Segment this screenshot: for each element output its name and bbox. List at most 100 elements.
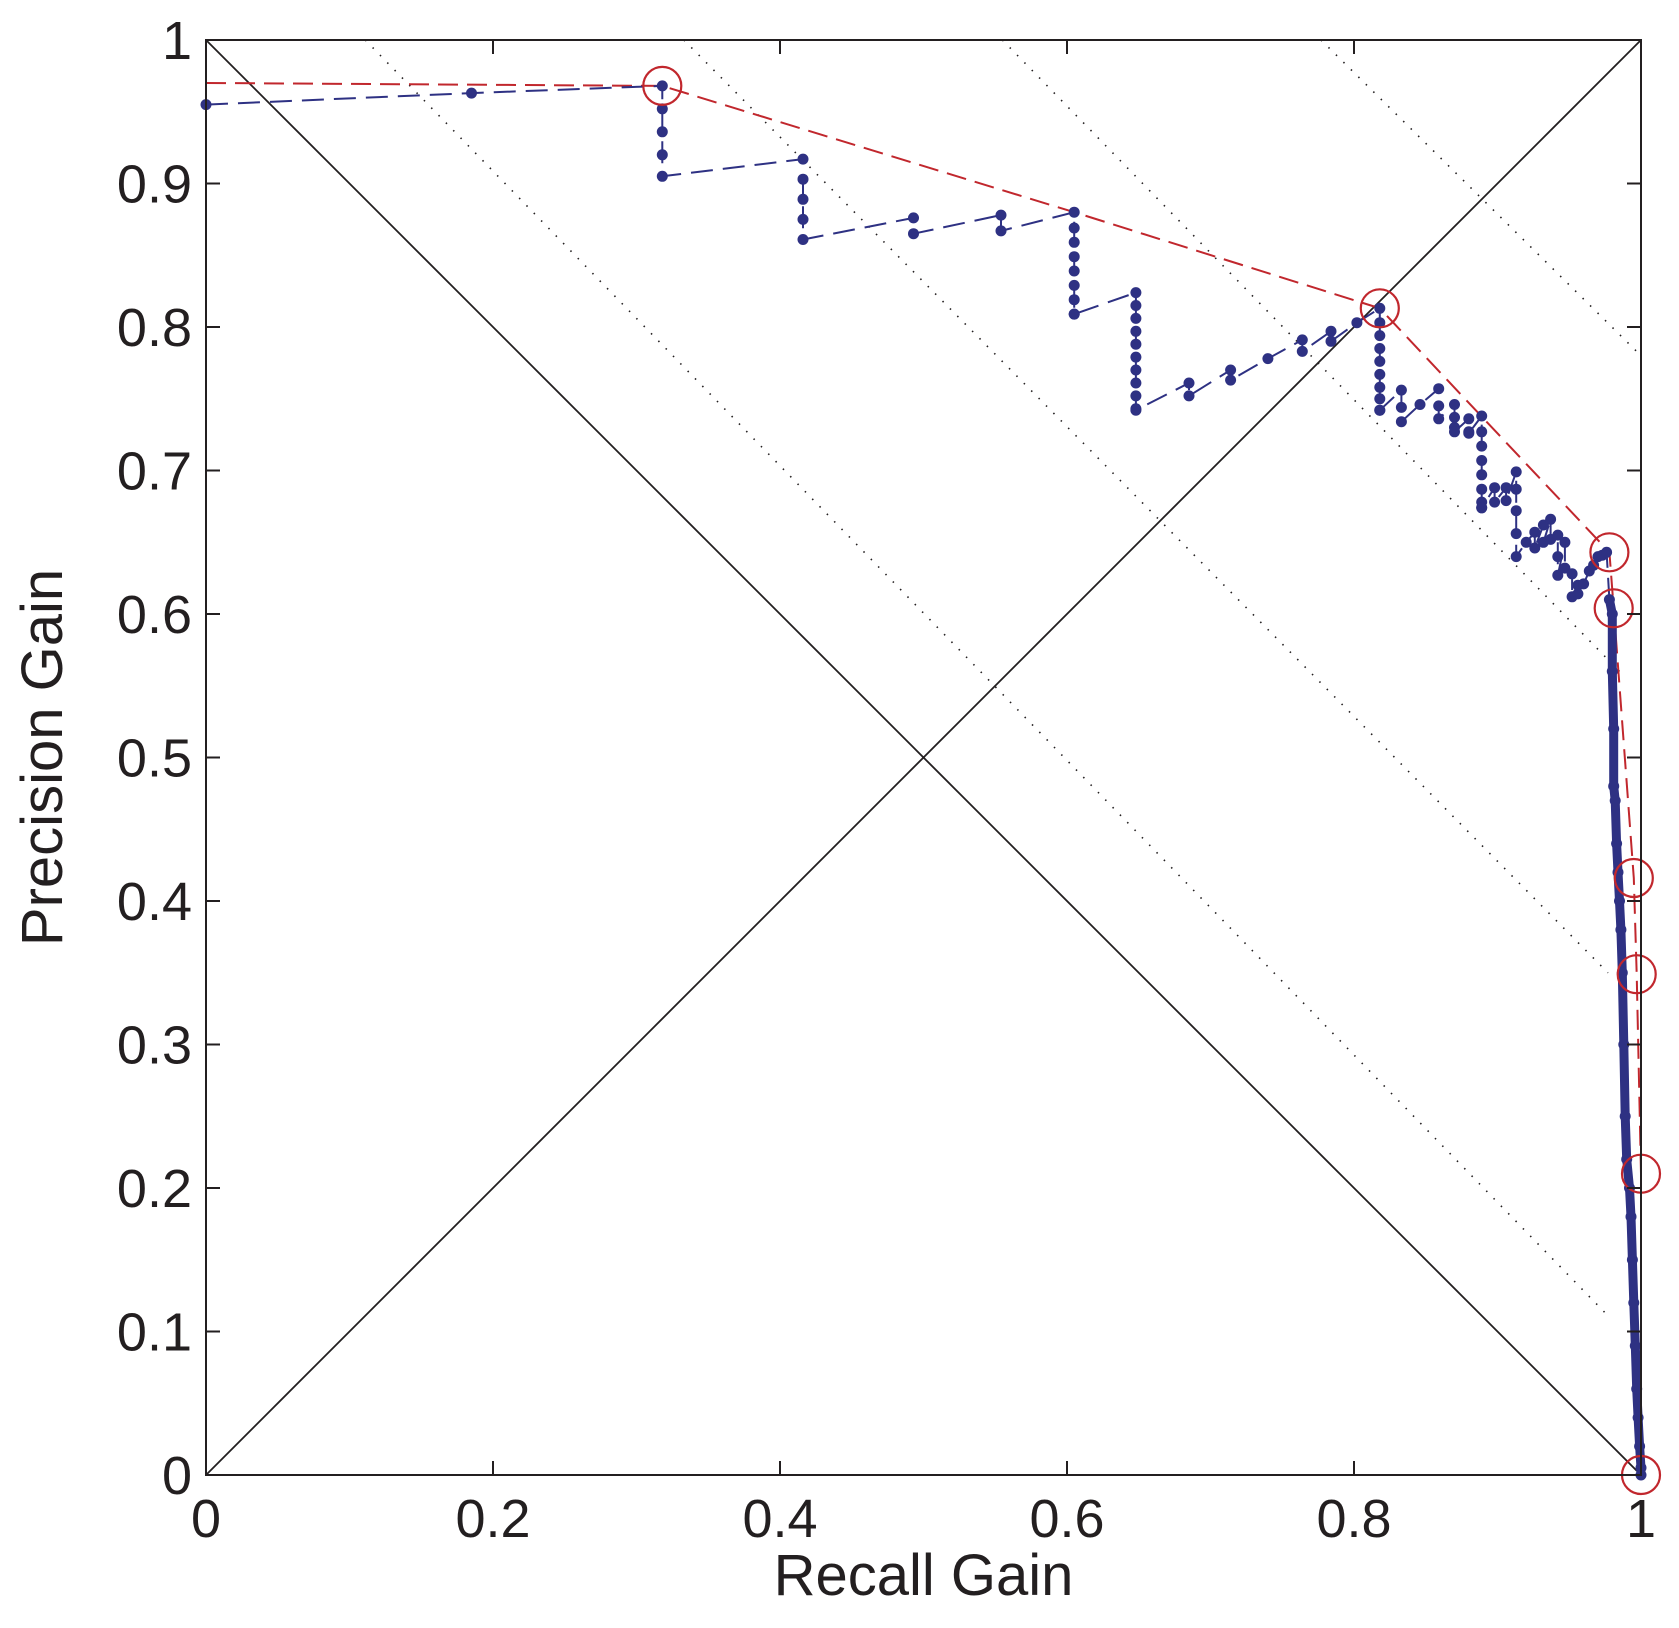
curve-point: [1068, 251, 1080, 263]
hull-point-circle: [1593, 588, 1634, 629]
curve-point: [1529, 526, 1541, 538]
curve-point: [1463, 427, 1475, 439]
y-ticks: 0 0.1 0.2 0.3 0.4 0.5 0.6 0.7 0.8 0.9 1: [117, 11, 1641, 1506]
curve-point: [1068, 308, 1080, 320]
curve-point: [1552, 569, 1564, 581]
curve-point: [1625, 1211, 1637, 1223]
curve-point: [1130, 300, 1142, 311]
curve-point: [1374, 302, 1386, 314]
curve-point: [1629, 1340, 1641, 1352]
curve-point: [1476, 410, 1488, 422]
curve-point: [908, 228, 919, 240]
highlighted-points: [642, 65, 1662, 1496]
x-tick-label: 0.4: [742, 1489, 817, 1549]
curve-point: [1374, 404, 1386, 416]
x-tick-label: 0.6: [1029, 1489, 1104, 1549]
curve-point: [1130, 390, 1142, 402]
curve-point: [1068, 206, 1080, 218]
curve-point: [995, 225, 1007, 237]
curve-point: [1433, 383, 1445, 395]
curve-point: [1325, 325, 1337, 337]
curve-point: [1374, 330, 1386, 342]
curve-point: [797, 193, 809, 205]
curve-point: [1619, 1110, 1631, 1122]
curve-point: [656, 103, 668, 115]
curve-point: [1606, 665, 1618, 677]
curve-point: [1614, 895, 1625, 907]
curve-point: [1552, 551, 1564, 563]
curve-point: [1578, 578, 1590, 590]
curve-point: [1351, 317, 1363, 329]
curve-point: [995, 209, 1007, 221]
curve-point: [1634, 1440, 1646, 1452]
x-tick-label: 1: [1626, 1489, 1656, 1549]
curve-point: [1545, 513, 1557, 525]
curve-point: [1225, 364, 1237, 376]
curve-point: [797, 153, 809, 165]
curve-point: [1130, 312, 1142, 324]
y-tick-label: 0.7: [117, 442, 192, 502]
curve-point: [1374, 317, 1386, 329]
iso-lines: [364, 39, 1642, 1318]
curve-point: [1615, 924, 1627, 936]
curve-point: [1433, 400, 1445, 412]
y-tick-label: 0: [162, 1446, 192, 1506]
curve-point: [1130, 351, 1142, 363]
curve-point: [1433, 413, 1445, 425]
y-tick-label: 0.1: [117, 1303, 192, 1363]
reference-lines: [205, 39, 1642, 1476]
curve-point: [1130, 338, 1142, 350]
curve-point: [656, 149, 668, 161]
curve-point: [1068, 294, 1080, 306]
y-tick-label: 0.6: [117, 585, 192, 645]
curve-point: [1489, 482, 1501, 494]
curve-point: [1130, 377, 1142, 389]
y-tick-label: 0.9: [117, 155, 192, 215]
reference-line-1: [205, 39, 1642, 1476]
curve-point: [1296, 334, 1308, 346]
iso-line-3: [1320, 39, 1642, 357]
curve-point: [1463, 413, 1475, 425]
x-tick-label: 0.2: [455, 1489, 530, 1549]
curve-point: [1621, 1153, 1633, 1165]
curve-point: [466, 87, 477, 99]
curve-point: [1588, 559, 1600, 571]
curve-point: [1510, 528, 1522, 540]
curve-point: [1628, 1297, 1640, 1309]
curve-point: [1068, 236, 1080, 248]
x-tick-label: 0: [191, 1489, 221, 1549]
curve-point: [1616, 967, 1628, 979]
curve-point: [1068, 279, 1080, 291]
curve-point: [1572, 588, 1584, 600]
y-tick-label: 0.3: [117, 1016, 192, 1076]
curve-point: [1510, 483, 1522, 495]
y-tick-label: 0.5: [117, 729, 192, 789]
curve-point: [1130, 364, 1142, 376]
y-tick-label: 0.8: [117, 298, 192, 358]
curve-point: [1183, 377, 1195, 389]
curve-point: [1618, 1039, 1630, 1050]
curve-point: [797, 234, 809, 245]
y-tick-label: 0.2: [117, 1159, 192, 1219]
hull-point-circle: [1613, 857, 1654, 899]
hull-series: [205, 82, 1642, 1475]
iso-line-2: [1001, 39, 1621, 672]
curve-point: [1476, 469, 1488, 481]
curve-point: [1611, 838, 1623, 850]
curve-point: [1068, 265, 1080, 277]
curve-point: [1500, 482, 1512, 494]
curve-point: [1510, 466, 1522, 478]
curve-point: [1374, 368, 1386, 380]
hull-point-circle: [1589, 532, 1630, 573]
curve-point: [797, 213, 809, 225]
curve-point: [1608, 723, 1620, 735]
curve-point: [1068, 222, 1080, 234]
x-tick-label: 0.8: [1316, 1489, 1391, 1549]
curve-point: [1626, 1254, 1638, 1266]
curve-point: [1262, 353, 1274, 365]
hull-point-circle: [1359, 288, 1400, 329]
curve-point: [1374, 393, 1386, 405]
curve-point: [1449, 399, 1460, 410]
curve-point: [1476, 455, 1488, 466]
curve-point: [1414, 399, 1426, 410]
